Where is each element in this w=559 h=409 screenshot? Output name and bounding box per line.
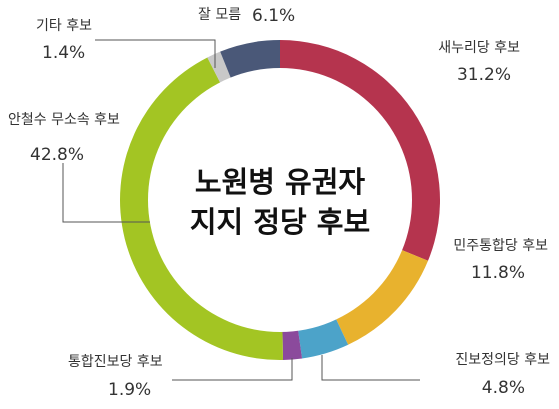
slice-label-saenuri: 새누리당 후보 — [438, 40, 520, 56]
leader-line-ahn — [62, 163, 150, 223]
slice-value-minju: 11.8% — [471, 263, 525, 283]
slice-label-tonghap-jinbo: 통합진보당 후보 — [68, 354, 163, 370]
chart-title-line-1: 노원병 유권자 — [195, 165, 365, 199]
donut-hole — [148, 68, 412, 332]
chart-title-line-2: 지지 정당 후보 — [190, 205, 370, 239]
slice-value-other: 1.4% — [42, 43, 85, 63]
leader-line-tonghap-jinbo — [172, 358, 293, 381]
slice-value-unknown: 6.1% — [252, 6, 295, 26]
slice-value-ahn: 42.8% — [30, 145, 84, 165]
slice-value-tonghap-jinbo: 1.9% — [108, 380, 151, 400]
slice-value-saenuri: 31.2% — [457, 65, 511, 85]
slice-label-other: 기타 후보 — [36, 18, 92, 34]
slice-label-minju: 민주통합당 후보 — [453, 238, 548, 254]
slice-label-unknown: 잘 모름 — [198, 7, 241, 23]
slice-value-jinbo-jeongui: 4.8% — [482, 378, 525, 398]
slice-label-jinbo-jeongui: 진보정의당 후보 — [455, 352, 550, 368]
slice-label-ahn: 안철수 무소속 후보 — [8, 112, 120, 128]
leader-line-other — [95, 39, 216, 68]
leader-line-jinbo-jeongui — [321, 355, 420, 381]
